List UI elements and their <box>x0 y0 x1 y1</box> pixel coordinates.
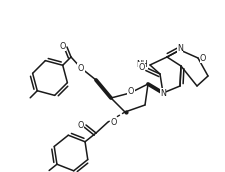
Text: N: N <box>160 89 166 98</box>
Text: NH: NH <box>136 60 148 68</box>
Text: O: O <box>110 117 116 126</box>
Text: N: N <box>177 44 183 52</box>
Text: O: O <box>200 53 206 62</box>
Text: O: O <box>78 63 84 73</box>
Text: O: O <box>60 41 66 51</box>
Text: O: O <box>139 62 145 72</box>
Text: O: O <box>128 87 134 95</box>
Text: O: O <box>78 121 84 130</box>
